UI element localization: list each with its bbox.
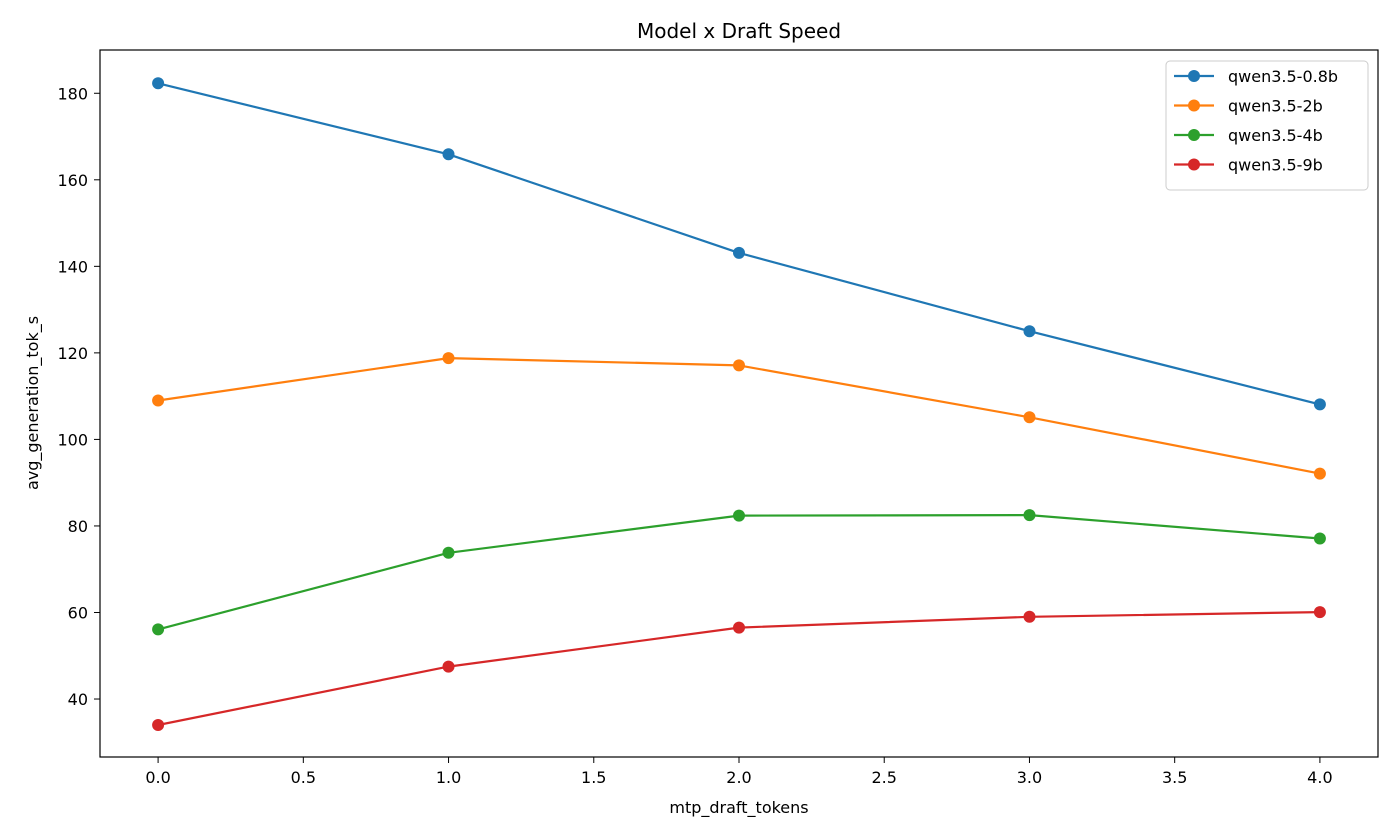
data-point-qwen3.5-9b-2 [733,621,745,634]
data-point-qwen3.5-2b-1 [442,352,455,365]
data-point-qwen3.5-0.8b-0 [152,77,165,90]
legend-box [1165,60,1369,191]
legend-marker-qwen3.5-4b [1188,129,1200,141]
x-tick-label: 2.5 [872,768,897,787]
legend-marker-qwen3.5-2b [1188,99,1200,112]
plot-area: 0.0 0.5 1.0 1.5 2.0 2.5 3.0 3.5 4.0 40 60 80 100 120 1… [57,49,1379,787]
x-tick-label: 3.0 [1017,768,1042,787]
data-point-qwen3.5-2b-3 [1023,411,1036,424]
data-point-qwen3.5-9b-4 [1313,606,1326,619]
x-tick-label: 3.5 [1162,768,1187,787]
data-point-qwen3.5-4b-0 [152,623,165,636]
data-point-qwen3.5-9b-1 [442,660,455,673]
data-point-qwen3.5-4b-3 [1023,509,1036,522]
data-point-qwen3.5-2b-0 [152,394,165,407]
x-tick-label: 1.5 [581,768,606,787]
y-tick-label: 120 [57,344,88,363]
legend-label-qwen3.5-0.8b: qwen3.5-0.8b [1228,67,1338,86]
y-tick-label: 160 [57,171,88,190]
x-tick-label: 2.0 [726,768,751,787]
y-axis-label: avg_generation_tok_s [23,316,43,490]
data-point-qwen3.5-4b-1 [442,546,455,559]
y-tick-label: 140 [57,257,88,276]
data-point-qwen3.5-2b-4 [1313,467,1326,480]
y-tick-label: 80 [68,517,88,536]
data-point-qwen3.5-0.8b-3 [1023,325,1036,338]
legend-marker-qwen3.5-9b [1188,158,1200,171]
x-tick-label: 0.5 [291,768,316,787]
x-tick-label: 1.0 [436,768,461,787]
y-tick-label: 40 [68,690,88,709]
legend-label-qwen3.5-4b: qwen3.5-4b [1228,126,1323,145]
data-point-qwen3.5-0.8b-4 [1313,398,1326,411]
data-point-qwen3.5-2b-2 [733,359,745,372]
data-point-qwen3.5-9b-3 [1023,610,1036,623]
data-point-qwen3.5-4b-4 [1313,532,1326,545]
x-axis-label: mtp_draft_tokens [669,798,808,818]
x-tick-label: 4.0 [1307,768,1332,787]
data-point-qwen3.5-9b-0 [152,719,165,731]
legend: qwen3.5-0.8b qwen3.5-2b qwen3.5-4b qwen3.5-… [1165,60,1369,191]
data-point-qwen3.5-4b-2 [733,509,745,522]
chart-title: Model x Draft Speed [637,19,841,43]
legend-label-qwen3.5-2b: qwen3.5-2b [1228,97,1323,116]
y-tick-label: 60 [68,603,88,622]
legend-label-qwen3.5-9b: qwen3.5-9b [1228,156,1323,175]
legend-marker-qwen3.5-0.8b [1188,70,1200,82]
data-point-qwen3.5-0.8b-2 [733,246,745,259]
y-tick-label: 180 [57,84,88,103]
y-tick-label: 100 [57,430,88,449]
data-point-qwen3.5-0.8b-1 [442,148,455,161]
x-tick-label: 0.0 [145,768,170,787]
